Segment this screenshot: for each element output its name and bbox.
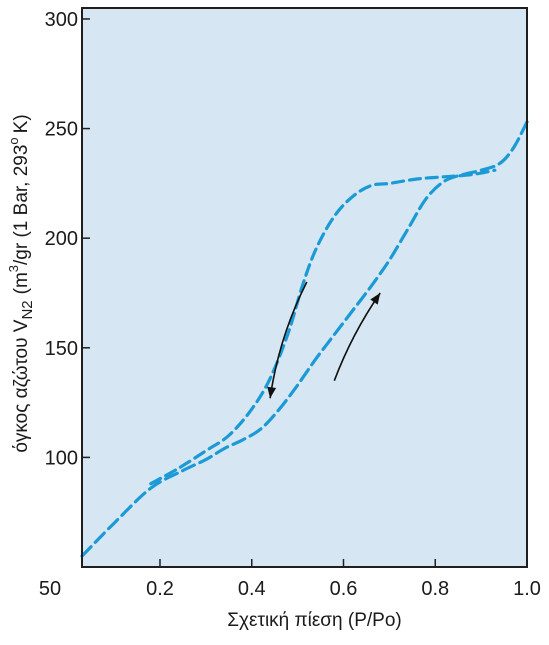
y-tick-label: 200 (45, 228, 78, 250)
y-axis-label: όγκος αζώτου VN2 (m3/gr (1 Bar, 293o K) (6, 114, 36, 452)
y-axis-label-tail: /gr (1 Bar, 293 (11, 145, 32, 265)
y-tick-label: 300 (45, 9, 78, 31)
x-tick-label: 0.2 (146, 578, 174, 600)
arrow-down-line (269, 281, 308, 399)
arrow-up-head (370, 293, 381, 305)
y-tick-label: 100 (45, 447, 78, 469)
desorption-curve (149, 168, 497, 486)
tick-layer: 0.2 0.4 0.6 0.8 1.0 100 150 200 250 300 (45, 9, 541, 600)
y-axis-label-subscript: N2 (19, 300, 36, 319)
x-tick-label: 0.8 (421, 578, 449, 600)
x-tick-label: 0.4 (238, 578, 266, 600)
y-axis-label-main: όγκος αζώτου V (11, 319, 32, 452)
y-axis-label-degree: o (6, 137, 21, 144)
y-tick-label: 250 (45, 119, 78, 141)
y-axis-label-end: K) (11, 114, 32, 133)
plot-frame (81, 7, 528, 568)
y-axis-label-unit: (m (11, 272, 32, 294)
series-layer (80, 120, 529, 558)
x-axis-label: Σχετική πίεση (P/Po) (227, 610, 401, 631)
arrow-down-head (267, 386, 277, 399)
y-tick-label: 150 (45, 338, 78, 360)
x-tick-label: 0.6 (330, 578, 358, 600)
y-axis-label-unit-sup: 3 (6, 265, 21, 272)
x-tick-label: 1.0 (513, 578, 541, 600)
adsorption-curve (80, 120, 529, 558)
origin-tick-label: 50 (39, 578, 61, 600)
annotation-layer (267, 281, 381, 399)
